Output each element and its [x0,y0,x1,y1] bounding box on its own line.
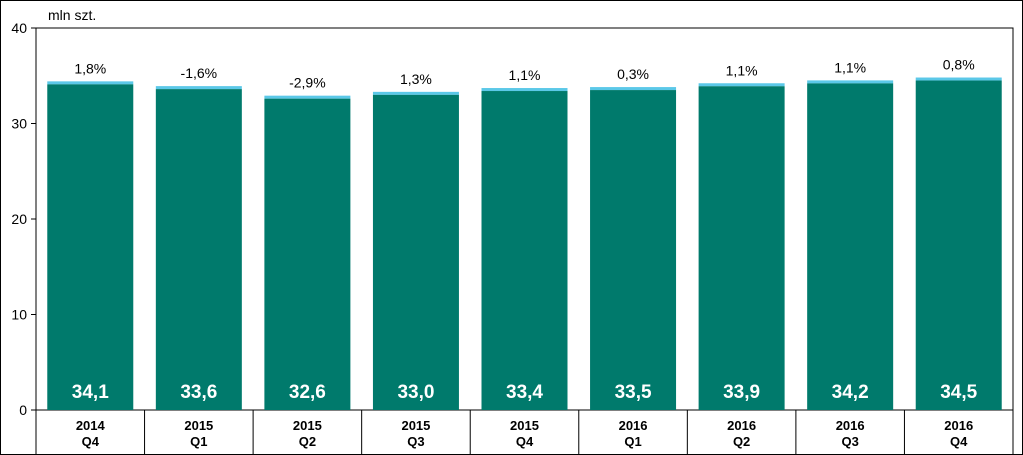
bars [47,77,1002,411]
x-tick-label-quarter: Q2 [733,434,750,449]
x-tick-label-year: 2014 [76,418,106,433]
bar-value-label: 34,1 [72,382,109,403]
x-tick-label-year: 2016 [836,418,865,433]
x-tick-label-year: 2016 [619,418,648,433]
bar-accent [372,91,459,95]
y-tick-label: 0 [19,402,27,418]
y-tick-label: 10 [11,307,27,323]
x-tick-label-year: 2016 [727,418,756,433]
change-label: 0,8% [943,57,975,73]
bar [155,89,242,411]
bar-value-label: 33,0 [397,382,434,403]
labels: 34,11,8%2014Q433,6-1,6%2015Q132,6-2,9%20… [72,57,978,449]
change-label: 0,3% [617,66,649,82]
x-tick-label-quarter: Q4 [516,434,534,449]
change-label: -1,6% [181,65,218,81]
bar-value-label: 33,4 [506,382,543,403]
unit-label: mln szt. [48,7,96,23]
x-tick-label-year: 2015 [510,418,539,433]
y-tick-label: 30 [11,116,27,132]
change-label: 1,1% [509,67,541,83]
x-tick-label-quarter: Q1 [190,434,207,449]
change-label: -2,9% [289,75,326,91]
bar-accent [698,83,785,87]
x-tick-label-year: 2015 [293,418,322,433]
bar [264,98,351,411]
bar-accent [47,81,134,85]
bar [698,86,785,410]
bar-value-label: 34,2 [832,382,869,403]
y-tick-label: 20 [11,211,27,227]
bar-accent [264,95,351,99]
bar [590,90,677,410]
bar [807,83,894,410]
y-tick-label: 40 [11,20,27,36]
change-label: 1,3% [400,71,432,87]
x-tick-label-quarter: Q3 [841,434,858,449]
bar [481,91,568,410]
x-tick-label-quarter: Q1 [624,434,641,449]
x-tick-label-year: 2015 [184,418,213,433]
x-tick-label-year: 2015 [401,418,430,433]
change-label: 1,1% [726,62,758,78]
bar-accent [481,88,568,92]
change-label: 1,1% [834,59,866,75]
x-tick-label-quarter: Q4 [950,434,968,449]
bar-accent [590,87,677,91]
x-tick-label-year: 2016 [944,418,973,433]
x-tick-label-quarter: Q4 [82,434,100,449]
bar-value-label: 32,6 [289,382,326,403]
bar-value-label: 33,5 [615,382,652,403]
bar-value-label: 33,6 [180,382,217,403]
x-tick-label-quarter: Q2 [299,434,316,449]
bar-value-label: 33,9 [723,382,760,403]
bar [915,80,1002,411]
bar-accent [915,77,1002,81]
bar-accent [807,80,894,84]
bar [47,84,134,410]
change-label: 1,8% [74,60,106,76]
bar-accent [155,86,242,90]
bar [372,94,459,410]
x-tick-label-quarter: Q3 [407,434,424,449]
bar-value-label: 34,5 [940,382,977,403]
